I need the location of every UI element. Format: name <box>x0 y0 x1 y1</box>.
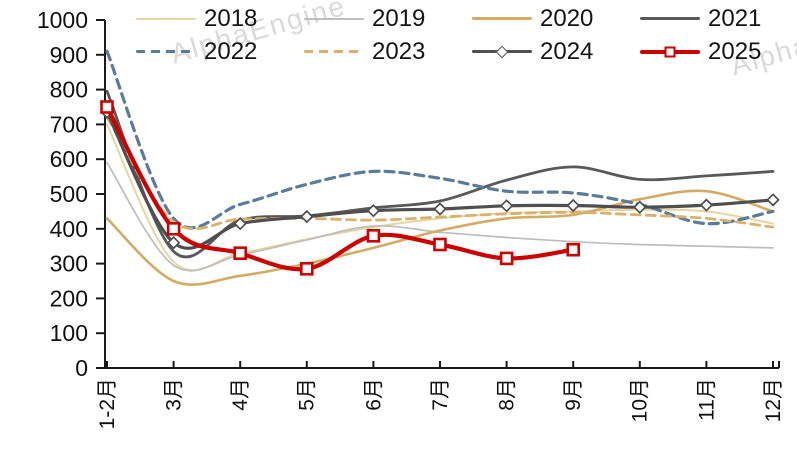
legend-label: 2023 <box>372 37 426 65</box>
marker-square-2025 <box>166 222 181 236</box>
x-tick-label: 4月 <box>229 378 252 411</box>
legend-sample-2018 <box>136 12 196 26</box>
legend-item-2023: 2023 <box>304 37 472 65</box>
y-tick-label: 0 <box>75 355 88 381</box>
series-line-2024 <box>105 110 775 250</box>
marker-diamond-2024 <box>633 200 647 214</box>
y-tick-label: 500 <box>50 181 88 207</box>
legend-sample-2025 <box>640 45 700 59</box>
legend-label: 2021 <box>708 4 762 32</box>
x-tick-label: 12月 <box>762 378 785 422</box>
y-tick-label: 1000 <box>37 7 88 33</box>
legend-marker-square-2025 <box>664 46 676 57</box>
y-tick-label: 600 <box>50 146 88 172</box>
legend-item-2020: 2020 <box>472 4 640 32</box>
y-tick-label: 800 <box>50 77 88 103</box>
x-tick-label: 5月 <box>296 378 319 411</box>
y-tick-label: 700 <box>50 111 88 137</box>
x-tick-label: 7月 <box>429 378 452 411</box>
marker-square-2025 <box>499 251 514 266</box>
legend-label: 2020 <box>540 4 594 32</box>
legend-sample-2023 <box>304 45 364 59</box>
x-tick-label: 10月 <box>629 378 652 422</box>
legend-item-2019: 2019 <box>304 4 472 32</box>
legend-sample-2019 <box>304 12 364 26</box>
x-tick-label: 6月 <box>362 378 385 411</box>
legend-label: 2024 <box>540 37 594 65</box>
y-tick-label: 200 <box>50 285 88 311</box>
legend-item-2024: 2024 <box>472 37 640 65</box>
marker-square-2025 <box>566 242 581 257</box>
marker-diamond-2024 <box>166 235 181 250</box>
x-tick-label: 9月 <box>562 378 585 411</box>
series-line-2023 <box>105 116 775 231</box>
legend-label: 2022 <box>204 37 258 65</box>
legend-item-2025: 2025 <box>640 37 797 65</box>
marker-square-2025 <box>100 100 114 114</box>
legend-sample-2024 <box>472 45 532 59</box>
y-tick-label: 300 <box>50 251 88 277</box>
y-tick-label: 900 <box>50 42 88 68</box>
y-tick-label: 100 <box>50 320 88 346</box>
marker-diamond-2024 <box>233 216 247 231</box>
marker-square-2025 <box>433 237 447 252</box>
series-line-2021 <box>105 89 775 259</box>
x-tick-label: 1-2月 <box>96 378 119 429</box>
legend-sample-2020 <box>472 12 532 26</box>
marker-diamond-2024 <box>699 198 714 212</box>
legend-sample-2021 <box>640 12 700 26</box>
x-tick-label: 11月 <box>695 378 718 421</box>
marker-square-2025 <box>366 229 381 243</box>
marker-square-2025 <box>233 246 247 260</box>
marker-diamond-2024 <box>300 209 314 224</box>
series-line-2020 <box>105 189 775 286</box>
x-tick-label: 3月 <box>163 378 186 411</box>
x-tick-label: 8月 <box>496 378 519 411</box>
legend-label: 2019 <box>372 4 426 32</box>
marker-diamond-2024 <box>766 193 780 207</box>
legend-item-2018: 2018 <box>136 4 304 32</box>
marker-diamond-2024 <box>433 202 447 216</box>
legend-sample-2022 <box>136 45 196 59</box>
marker-diamond-2024 <box>366 203 381 218</box>
legend-marker-diamond-2024 <box>495 45 509 58</box>
legend-item-2022: 2022 <box>136 37 304 65</box>
y-tick-label: 400 <box>50 216 88 242</box>
legend-label: 2025 <box>708 37 762 65</box>
marker-square-2025 <box>299 261 314 276</box>
legend-item-2021: 2021 <box>640 4 797 32</box>
chart-legend: 2018 2019 2020 2021 2022 2023 2024 2025 <box>136 2 797 68</box>
marker-diamond-2024 <box>499 199 514 213</box>
axes <box>104 20 779 369</box>
marker-diamond-2024 <box>566 198 580 213</box>
legend-label: 2018 <box>204 4 258 32</box>
